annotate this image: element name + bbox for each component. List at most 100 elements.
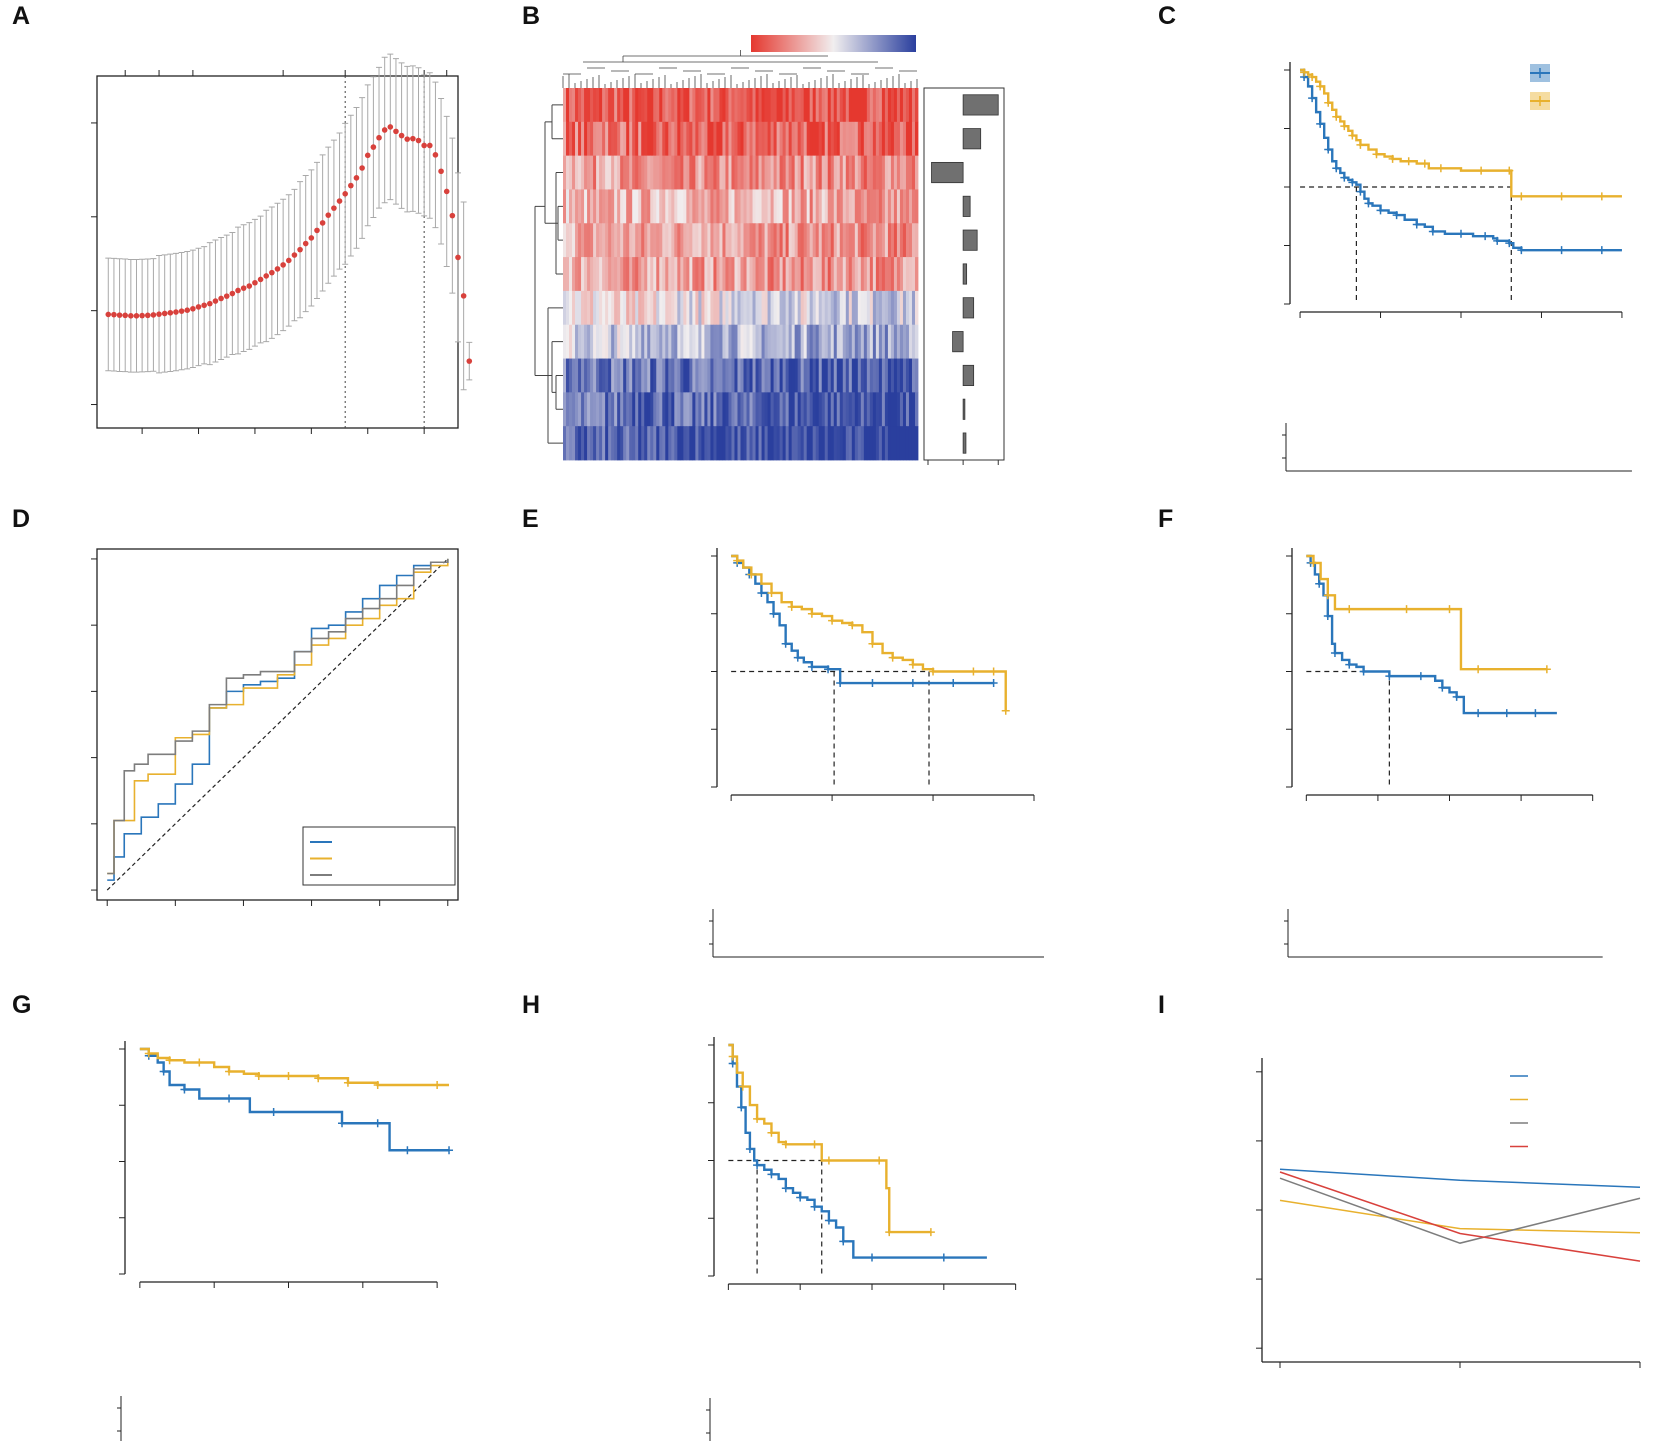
heatmap-cell xyxy=(872,155,877,190)
heatmap-cell xyxy=(812,189,817,224)
heatmap-cell xyxy=(608,324,612,359)
heatmap-cell xyxy=(860,290,865,326)
heatmap-cell xyxy=(902,88,907,123)
heatmap-cell xyxy=(641,392,645,427)
heatmap-cell xyxy=(788,88,793,123)
heatmap-cell xyxy=(647,290,651,326)
auc-line-gse32548 xyxy=(1279,1177,1641,1244)
heatmap-cell xyxy=(857,290,862,326)
heatmap-cell xyxy=(665,257,669,292)
high-risk-censor-mark xyxy=(824,1216,833,1225)
heatmap-cell xyxy=(767,121,771,157)
heatmap-cell xyxy=(662,392,666,427)
heatmap-cell xyxy=(725,392,729,427)
heatmap-cell xyxy=(575,290,579,326)
high-risk-censor-mark xyxy=(1376,206,1385,215)
cindex-point xyxy=(404,136,411,142)
heatmap-cell xyxy=(686,290,690,326)
heatmap-cell xyxy=(602,88,606,123)
heatmap-cell xyxy=(914,358,919,393)
heatmap-cell xyxy=(680,88,684,123)
cindex-point xyxy=(252,279,258,286)
heatmap-cell xyxy=(731,392,735,427)
heatmap-cell xyxy=(776,426,781,461)
heatmap-cell xyxy=(848,257,853,292)
cindex-point xyxy=(336,198,343,204)
heatmap-cell xyxy=(752,290,756,326)
heatmap-cell xyxy=(824,426,829,461)
heatmap-cell xyxy=(563,155,567,190)
heatmap-cell xyxy=(608,392,612,427)
heatmap-cell xyxy=(668,155,672,190)
heatmap-cell xyxy=(602,223,606,258)
low-risk-censor-mark xyxy=(225,1067,234,1076)
heatmap-cell xyxy=(779,290,784,326)
heatmap-cell xyxy=(716,358,720,393)
heatmap-cell xyxy=(584,392,588,427)
heatmap-cell xyxy=(890,426,895,461)
heatmap-cell xyxy=(893,155,898,190)
heatmap-cell xyxy=(878,358,883,393)
high-risk-censor-mark xyxy=(1531,709,1540,718)
cindex-point xyxy=(426,142,433,149)
heatmap-cell xyxy=(833,290,838,326)
heatmap-cell xyxy=(569,290,573,326)
heatmap-cell xyxy=(713,358,717,393)
heatmap-cell xyxy=(719,189,723,224)
heatmap-cell xyxy=(851,324,856,359)
low-risk-censor-mark xyxy=(824,1156,833,1165)
heatmap-cell xyxy=(614,121,618,157)
heatmap-cell xyxy=(704,88,708,123)
heatmap-cell xyxy=(656,426,660,461)
heatmap-cell xyxy=(713,155,717,190)
heatmap-cell xyxy=(845,324,850,359)
heatmap-cell xyxy=(911,324,916,359)
heatmap-cell xyxy=(779,155,784,190)
heatmap-cell xyxy=(857,155,862,190)
low-risk-censor-mark xyxy=(1372,150,1381,159)
heatmap-cell xyxy=(815,189,820,224)
heatmap-cell xyxy=(683,324,687,359)
heatmap-cell xyxy=(617,223,621,258)
heatmap-cell xyxy=(812,121,817,157)
heatmap-cell xyxy=(758,121,762,157)
heatmap-cell xyxy=(725,257,729,292)
heatmap-cell xyxy=(854,290,859,326)
high-risk-censor-mark xyxy=(949,679,958,688)
heatmap-cell xyxy=(776,324,781,359)
heatmap-cell xyxy=(566,223,570,258)
heatmap-cell xyxy=(728,223,732,258)
coefficient-bar xyxy=(962,263,968,285)
heatmap-cell xyxy=(896,155,901,190)
cindex-point xyxy=(353,175,360,181)
heatmap-cell xyxy=(659,155,663,190)
heatmap-cell xyxy=(791,358,796,393)
heatmap-cell xyxy=(581,189,585,224)
heatmap-cell xyxy=(863,155,868,190)
heatmap-cell xyxy=(770,257,774,292)
low-risk-censor-mark xyxy=(1356,140,1365,149)
heatmap-cell xyxy=(581,426,585,461)
heatmap-cell xyxy=(674,223,678,258)
heatmap-cell xyxy=(683,257,687,292)
heatmap-cell xyxy=(797,290,802,326)
heatmap-cell xyxy=(704,358,708,393)
heatmap-cell xyxy=(614,358,618,393)
heatmap-cell xyxy=(623,257,627,292)
heatmap-cell xyxy=(770,189,774,224)
low-risk-curve xyxy=(731,554,1007,711)
heatmap-cell xyxy=(815,426,820,461)
heatmap-cell xyxy=(620,290,624,326)
heatmap-cell xyxy=(656,223,660,258)
heatmap-cell xyxy=(809,324,814,359)
heatmap-cell xyxy=(623,155,627,190)
high-risk-censor-mark xyxy=(781,1184,790,1193)
heatmap-cell xyxy=(575,257,579,292)
low-risk-censor-mark xyxy=(1404,157,1413,166)
high-risk-censor-mark xyxy=(836,679,845,688)
heatmap-cell xyxy=(800,392,805,427)
heatmap-cell xyxy=(887,223,892,258)
heatmap-cell xyxy=(644,189,648,224)
heatmap-cell xyxy=(839,155,844,190)
heatmap-cell xyxy=(677,189,681,224)
